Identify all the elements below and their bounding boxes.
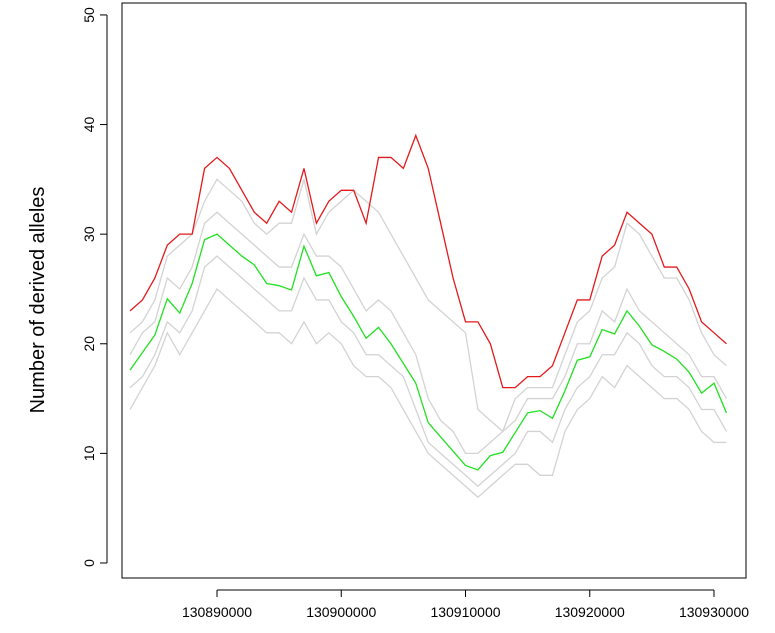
x-tick-label: 130910000 bbox=[430, 604, 500, 620]
series-line bbox=[129, 233, 728, 471]
series-line bbox=[129, 133, 727, 389]
series-line bbox=[129, 178, 727, 433]
y-tick-label: 30 bbox=[81, 226, 97, 242]
x-tick-label: 130920000 bbox=[555, 604, 625, 620]
x-tick-label: 130890000 bbox=[182, 604, 252, 620]
series-line bbox=[129, 287, 727, 499]
series-line bbox=[129, 255, 727, 488]
series-line bbox=[129, 211, 727, 455]
y-tick-label: 50 bbox=[81, 7, 97, 23]
x-tick-label: 130900000 bbox=[306, 604, 376, 620]
y-tick-label: 10 bbox=[81, 445, 97, 461]
plot-box bbox=[121, 2, 747, 579]
y-tick-label: 20 bbox=[81, 336, 97, 352]
y-axis-label: Number of derived alleles bbox=[27, 187, 49, 414]
x-tick-label: 130930000 bbox=[679, 604, 749, 620]
y-tick-label: 0 bbox=[81, 559, 97, 567]
y-tick-label: 40 bbox=[81, 117, 97, 133]
